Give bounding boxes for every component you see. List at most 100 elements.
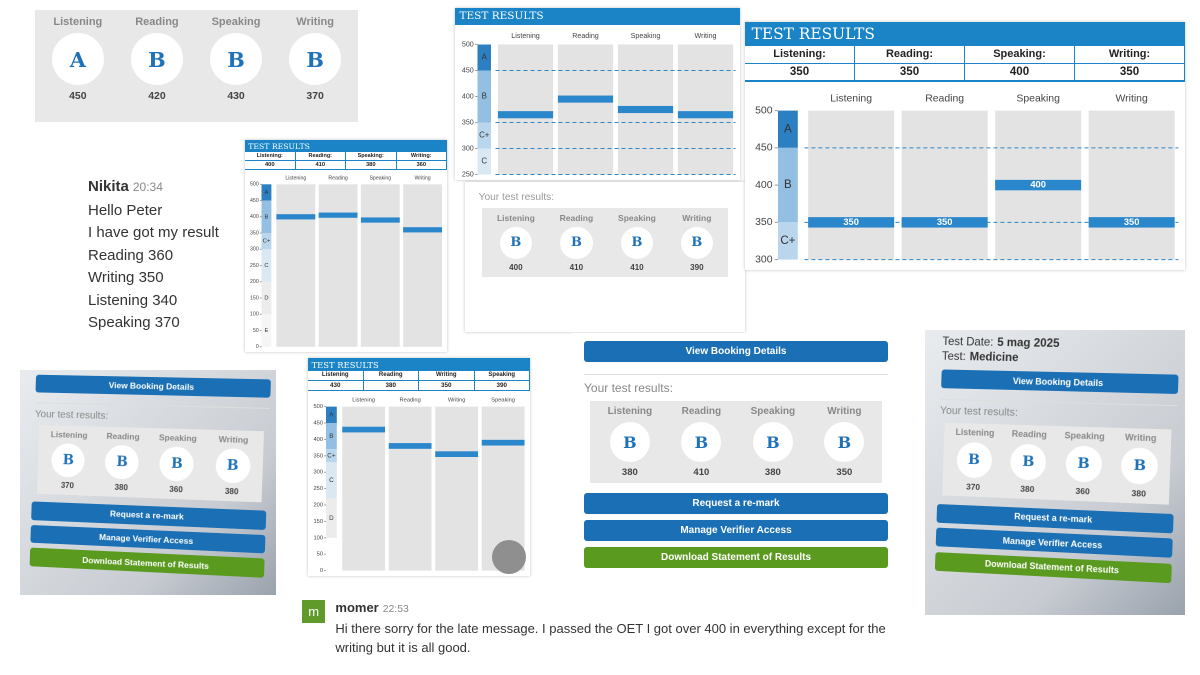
summary-label: Writing: bbox=[1075, 46, 1184, 64]
chat-header: Nikita 20:34 bbox=[88, 178, 219, 195]
chat-panel: m momer 22:53 Hi there sorry for the late m… bbox=[302, 600, 902, 672]
bar bbox=[342, 426, 386, 433]
divider bbox=[35, 402, 270, 410]
band-label: A bbox=[329, 411, 334, 418]
bar bbox=[276, 214, 316, 220]
x-category-label: Writing bbox=[695, 32, 717, 40]
category-column bbox=[901, 110, 988, 260]
grade: B bbox=[116, 454, 129, 471]
bar bbox=[403, 227, 443, 233]
skill-name: Writing bbox=[682, 212, 712, 223]
booking-card: Test Date: 5 mag 2025 Test: Medicine View Bo… bbox=[925, 330, 1185, 596]
category-column bbox=[1088, 110, 1175, 260]
grade: A bbox=[69, 46, 86, 72]
score-grid: Listening A 450 Reading B 420 Speaking B 430 Writ… bbox=[35, 10, 358, 107]
feedback-icon[interactable] bbox=[492, 540, 526, 574]
score: 430 bbox=[227, 90, 245, 102]
y-tick-label: 500 bbox=[314, 404, 324, 410]
summary-value: 350 bbox=[1119, 65, 1140, 78]
grade-badge: B bbox=[560, 226, 593, 260]
test-label: Test: bbox=[941, 349, 966, 364]
grade-badge: B bbox=[1120, 446, 1159, 485]
score: 380 bbox=[114, 483, 129, 493]
grade: B bbox=[226, 457, 239, 475]
score-column: Reading B 380 bbox=[1010, 429, 1048, 495]
summary-label: Speaking: bbox=[965, 46, 1074, 64]
bar bbox=[1088, 217, 1175, 228]
y-tick-label: 300 bbox=[462, 144, 474, 152]
summary-cell: Speaking: 400 bbox=[965, 46, 1075, 80]
grade-badge: B bbox=[681, 422, 722, 462]
booking-panel: View Booking Details Your test results: Li… bbox=[20, 370, 276, 595]
score-grid: Listening B 380 Reading B 410 Speaking B 380 Writ… bbox=[590, 401, 882, 483]
view-booking-button[interactable]: View Booking Details bbox=[940, 369, 1179, 395]
y-tick-label: 450 bbox=[250, 198, 259, 204]
summary-value: 400 bbox=[264, 162, 275, 169]
score: 410 bbox=[693, 467, 710, 478]
bar bbox=[808, 217, 895, 228]
band-label: D bbox=[329, 515, 334, 522]
score: 450 bbox=[69, 90, 87, 102]
y-tick-label: 400 bbox=[755, 180, 773, 191]
chart-panel: TEST RESULTS Listening: 350 Reading: 350 Spea… bbox=[745, 22, 1185, 270]
summary-value: 380 bbox=[365, 162, 376, 169]
score-column: Listening B 380 bbox=[608, 406, 652, 478]
grade-band bbox=[261, 314, 272, 348]
results-header: TEST RESULTS bbox=[455, 8, 740, 25]
action-button[interactable]: Manage Verifier Access bbox=[584, 520, 888, 541]
summary-label: Writing: bbox=[396, 152, 446, 162]
x-category-label: Writing bbox=[1116, 93, 1148, 104]
band-label: C+ bbox=[327, 452, 336, 459]
category-column bbox=[435, 406, 479, 571]
action-button[interactable]: Download Statement of Results bbox=[29, 547, 265, 578]
view-booking-button[interactable]: View Booking Details bbox=[35, 374, 271, 399]
category-column bbox=[557, 44, 614, 174]
bar bbox=[677, 110, 734, 118]
summary-label: Reading: bbox=[855, 46, 964, 64]
y-tick-label: 250 bbox=[250, 263, 259, 269]
y-tick-label: 300 bbox=[250, 247, 259, 253]
score-column: Speaking B 360 bbox=[1062, 431, 1104, 498]
summary-label: Speaking bbox=[474, 371, 529, 381]
bar-chart: 300 350 400 450 500 A B C+ Listening Reading Speak… bbox=[755, 93, 1179, 265]
y-tick-label: 500 bbox=[250, 182, 259, 188]
grade: B bbox=[570, 235, 582, 251]
chat-body: Nikita 20:34 Hello Peter I have got my resu… bbox=[88, 178, 219, 335]
x-category-label: Speaking bbox=[1016, 93, 1060, 104]
score: 350 bbox=[836, 467, 853, 478]
scores-wrap: Listening B 370 Reading B 380 Speaking B 360 Writ… bbox=[942, 422, 1172, 505]
summary-value: 350 bbox=[899, 65, 920, 78]
bar-value-label: 400 bbox=[1030, 180, 1046, 190]
chat-message: Nikita 20:34 Hello Peter I have got my resu… bbox=[88, 178, 248, 335]
bar bbox=[617, 105, 674, 113]
score-column: Writing B 380 bbox=[1120, 432, 1159, 499]
y-tick-label: 300 bbox=[314, 470, 324, 476]
score-column: Writing B 370 bbox=[289, 16, 342, 102]
grade-band bbox=[326, 422, 337, 450]
band-label: B bbox=[265, 215, 269, 221]
band-label: C bbox=[264, 264, 268, 270]
scores-panel: Listening A 450 Reading B 420 Speaking B 430 Writ… bbox=[35, 10, 358, 122]
chat-message: m momer 22:53 Hi there sorry for the late m… bbox=[302, 600, 902, 658]
skill-name: Speaking bbox=[211, 15, 261, 28]
band-label: C+ bbox=[263, 239, 271, 245]
action-button[interactable]: Request a re-mark bbox=[584, 493, 888, 514]
chat-body: momer 22:53 Hi there sorry for the late me… bbox=[335, 600, 902, 658]
grade: B bbox=[148, 46, 166, 72]
y-tick-label: 350 bbox=[250, 231, 259, 237]
x-category-label: Speaking bbox=[631, 32, 661, 40]
score-column: Speaking B 360 bbox=[157, 432, 197, 495]
grade-band bbox=[477, 70, 491, 122]
category-column bbox=[388, 406, 432, 571]
action-button[interactable]: Download Statement of Results bbox=[584, 547, 888, 568]
grade-badge: B bbox=[1064, 445, 1103, 483]
x-category-label: Reading bbox=[572, 32, 599, 40]
avatar: m bbox=[302, 600, 326, 624]
action-button[interactable]: Request a re-mark bbox=[31, 501, 267, 530]
action-button[interactable]: Download Statement of Results bbox=[934, 551, 1173, 583]
grade: B bbox=[631, 235, 643, 251]
grade-band bbox=[326, 449, 337, 463]
summary-value: 360 bbox=[416, 162, 427, 169]
score-column: Writing B 390 bbox=[680, 212, 714, 272]
view-booking-button[interactable]: View Booking Details bbox=[584, 341, 888, 362]
